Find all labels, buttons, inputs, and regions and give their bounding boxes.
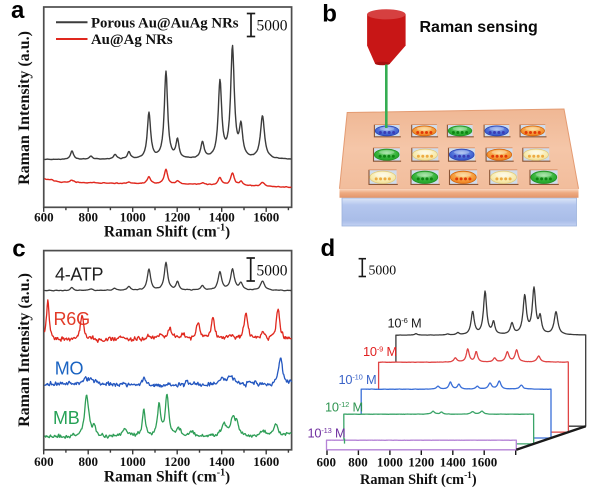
svg-text:600: 600: [34, 454, 54, 469]
svg-text:800: 800: [78, 209, 98, 224]
svg-text:a: a: [11, 0, 25, 24]
svg-text:10-6 M: 10-6 M: [388, 316, 422, 331]
svg-text:Raman sensing: Raman sensing: [420, 19, 538, 36]
svg-text:Raman Shift (cm-1): Raman Shift (cm-1): [104, 467, 230, 485]
svg-text:1200: 1200: [164, 454, 190, 469]
svg-text:10-10 M: 10-10 M: [339, 372, 377, 387]
svg-text:1600: 1600: [471, 454, 497, 469]
svg-text:1000: 1000: [377, 454, 403, 469]
svg-text:d: d: [321, 235, 336, 262]
svg-text:Au@Ag NRs: Au@Ag NRs: [91, 32, 173, 48]
svg-text:1400: 1400: [209, 454, 235, 469]
svg-text:1600: 1600: [253, 454, 279, 469]
svg-text:b: b: [322, 1, 337, 28]
svg-text:1200: 1200: [164, 209, 190, 224]
svg-text:600: 600: [34, 209, 54, 224]
svg-text:5000: 5000: [257, 18, 288, 35]
svg-text:MB: MB: [53, 408, 80, 428]
svg-text:10-13 M: 10-13 M: [308, 426, 346, 441]
svg-text:c: c: [12, 236, 25, 263]
svg-text:1400: 1400: [440, 454, 466, 469]
svg-text:800: 800: [348, 454, 368, 469]
svg-text:600: 600: [317, 454, 337, 469]
svg-text:4-ATP: 4-ATP: [55, 265, 103, 285]
svg-text:Raman Shift (cm-1): Raman Shift (cm-1): [360, 471, 477, 488]
svg-text:1400: 1400: [209, 209, 235, 224]
svg-text:5000: 5000: [369, 263, 397, 278]
svg-text:800: 800: [78, 454, 98, 469]
svg-text:10-12 M: 10-12 M: [325, 400, 363, 415]
svg-text:1000: 1000: [120, 209, 146, 224]
svg-text:Porous Au@AuAg NRs: Porous Au@AuAg NRs: [91, 15, 239, 31]
svg-text:MO: MO: [55, 359, 84, 379]
svg-text:1200: 1200: [408, 454, 434, 469]
svg-text:1000: 1000: [120, 454, 146, 469]
svg-text:10-9 M: 10-9 M: [363, 344, 397, 359]
svg-text:Raman Shift (cm-1): Raman Shift (cm-1): [104, 223, 230, 241]
svg-text:Raman Intensity (a.u.): Raman Intensity (a.u.): [16, 273, 33, 427]
svg-text:Raman Intensity (a.u.): Raman Intensity (a.u.): [16, 31, 33, 185]
svg-text:5000: 5000: [257, 263, 288, 280]
svg-text:1600: 1600: [253, 209, 279, 224]
